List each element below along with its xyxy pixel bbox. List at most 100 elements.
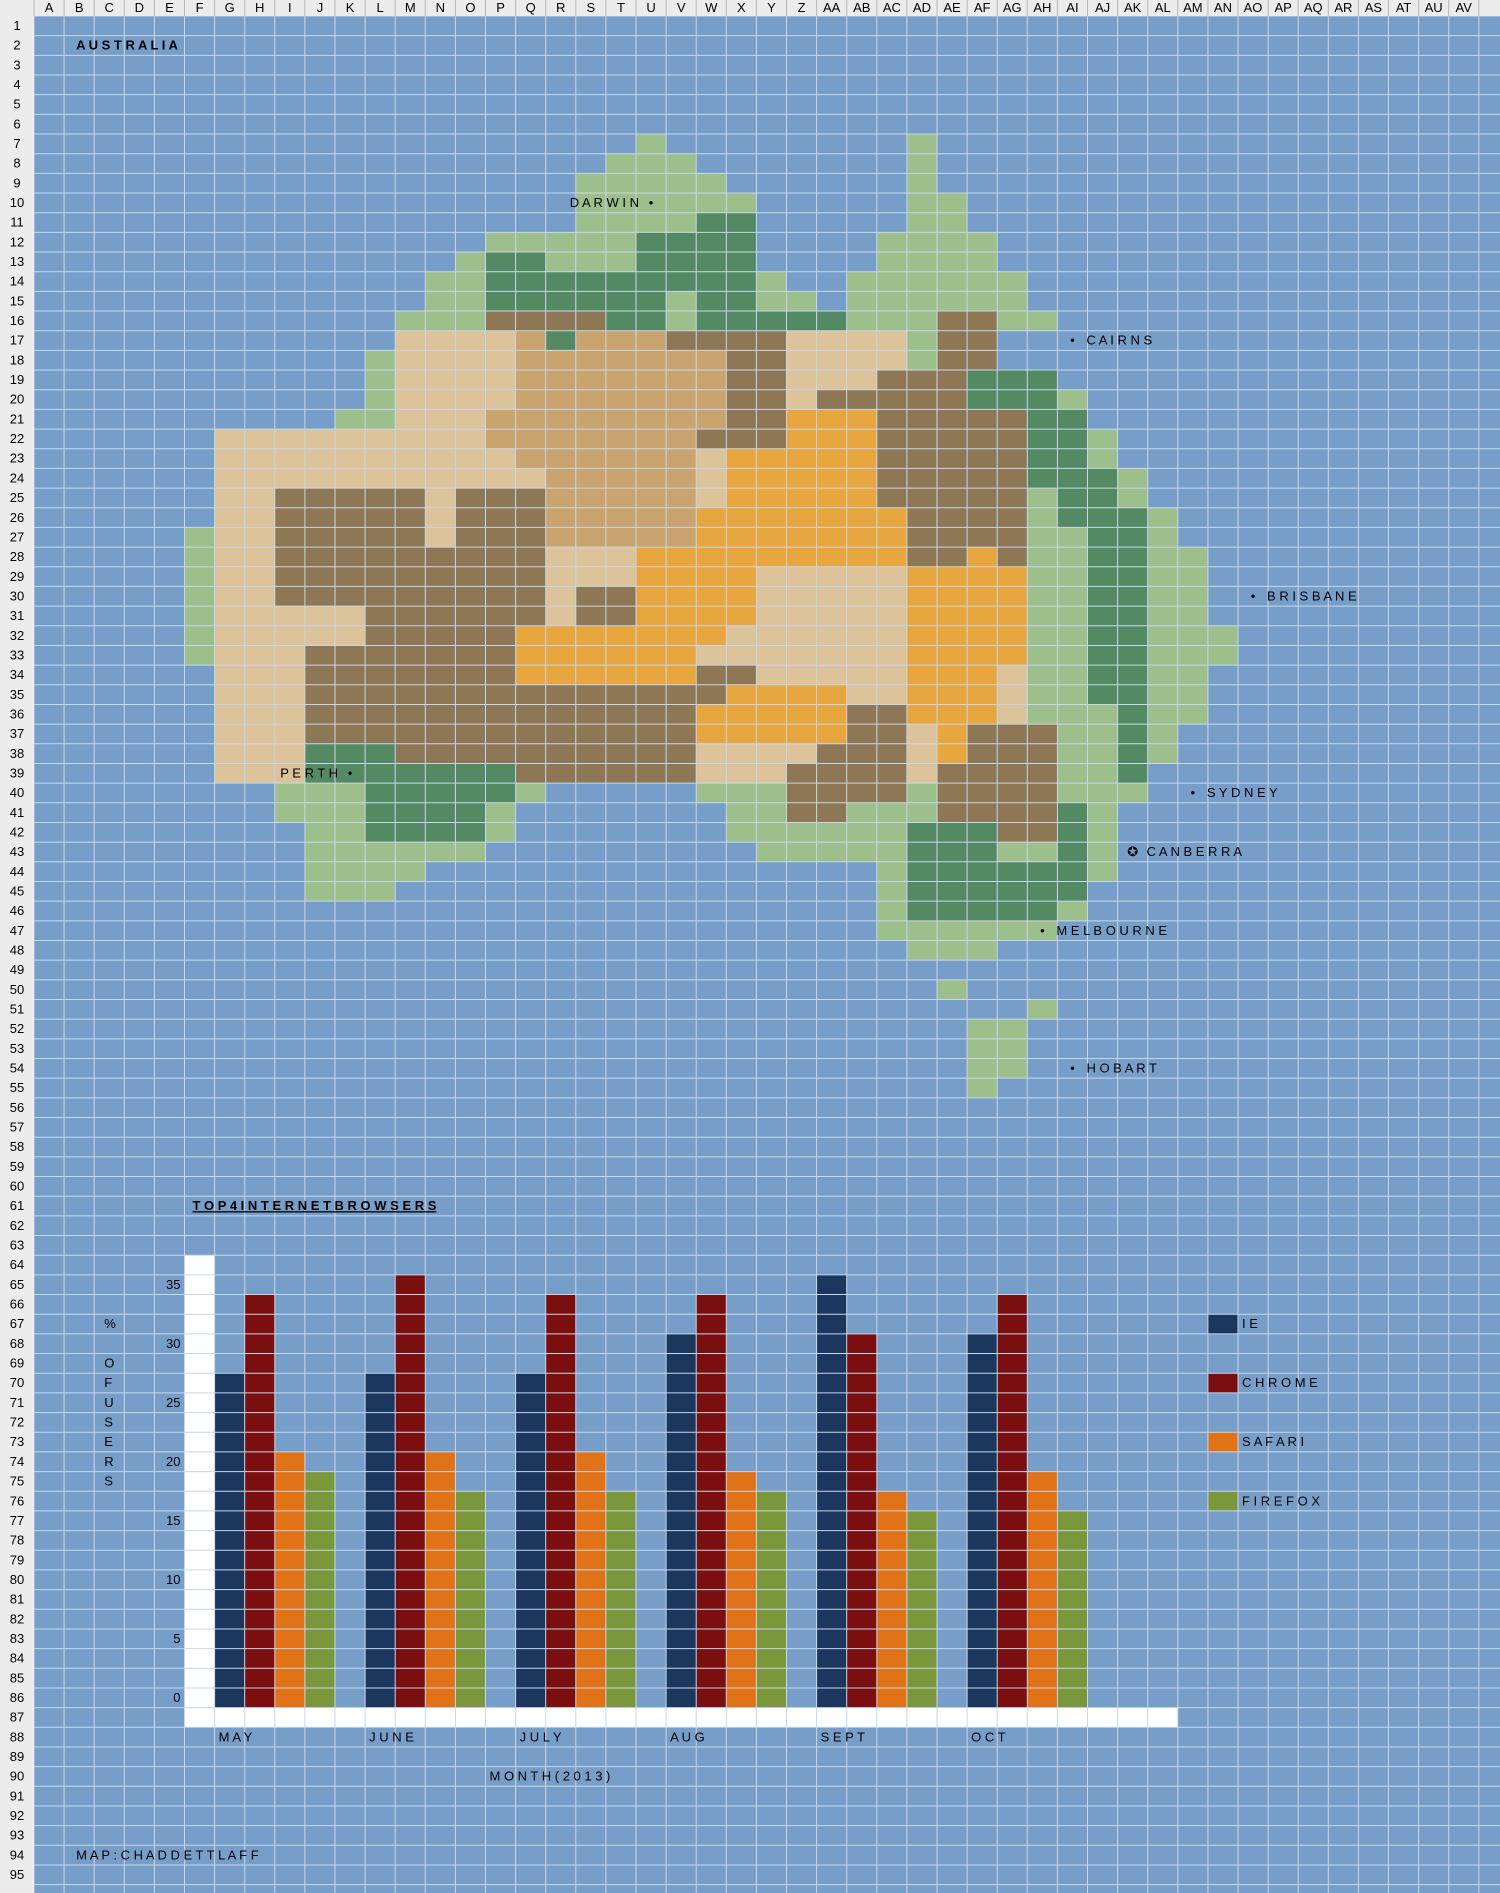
row-header[interactable]: 30 — [10, 588, 24, 603]
row-header[interactable]: 80 — [10, 1572, 24, 1587]
row-header[interactable]: 63 — [10, 1238, 24, 1253]
column-header[interactable]: U — [646, 0, 655, 15]
row-header[interactable]: 24 — [10, 470, 24, 485]
column-header[interactable]: AM — [1183, 0, 1203, 15]
row-header[interactable]: 11 — [10, 215, 24, 230]
row-header[interactable]: 9 — [13, 175, 20, 190]
row-header[interactable]: 4 — [13, 77, 20, 92]
row-header[interactable]: 18 — [10, 352, 24, 367]
column-header[interactable]: AV — [1456, 0, 1473, 15]
row-header[interactable]: 19 — [10, 372, 24, 387]
column-header[interactable]: AF — [974, 0, 991, 15]
row-header[interactable]: 91 — [10, 1788, 24, 1803]
column-header[interactable]: AS — [1365, 0, 1383, 15]
column-header[interactable]: K — [346, 0, 355, 15]
column-header[interactable]: X — [737, 0, 746, 15]
column-header[interactable]: E — [165, 0, 174, 15]
row-header[interactable]: 35 — [10, 687, 24, 702]
column-header[interactable]: P — [496, 0, 505, 15]
row-header[interactable]: 67 — [10, 1316, 24, 1331]
row-header[interactable]: 14 — [10, 274, 24, 289]
column-header[interactable]: R — [556, 0, 565, 15]
row-header[interactable]: 26 — [10, 510, 24, 525]
row-header[interactable]: 16 — [10, 313, 24, 328]
row-header[interactable]: 7 — [13, 136, 20, 151]
row-header[interactable]: 15 — [10, 293, 24, 308]
row-header[interactable]: 92 — [10, 1808, 24, 1823]
column-header[interactable]: AT — [1396, 0, 1412, 15]
column-header[interactable]: Y — [767, 0, 776, 15]
row-header[interactable]: 58 — [10, 1139, 24, 1154]
row-header[interactable]: 64 — [10, 1257, 24, 1272]
row-header[interactable]: 86 — [10, 1690, 24, 1705]
column-header[interactable]: M — [405, 0, 416, 15]
row-header[interactable]: 33 — [10, 647, 24, 662]
row-header[interactable]: 45 — [10, 883, 24, 898]
row-header[interactable]: 49 — [10, 962, 24, 977]
row-header[interactable]: 90 — [10, 1769, 24, 1784]
row-header[interactable]: 39 — [10, 765, 24, 780]
column-header[interactable]: Z — [798, 0, 806, 15]
row-header[interactable]: 70 — [10, 1375, 24, 1390]
row-header[interactable]: 5 — [13, 97, 20, 112]
row-header[interactable]: 93 — [10, 1828, 24, 1843]
column-header[interactable]: AP — [1274, 0, 1291, 15]
row-header[interactable]: 17 — [10, 333, 24, 348]
column-header[interactable]: Q — [526, 0, 536, 15]
column-header[interactable]: N — [436, 0, 445, 15]
row-header[interactable]: 8 — [13, 156, 20, 171]
row-header[interactable]: 85 — [10, 1670, 24, 1685]
row-header[interactable]: 72 — [10, 1415, 24, 1430]
column-header[interactable]: AE — [943, 0, 961, 15]
column-header[interactable]: AL — [1155, 0, 1171, 15]
column-header[interactable]: D — [135, 0, 144, 15]
column-header[interactable]: L — [377, 0, 384, 15]
row-header[interactable]: 47 — [10, 923, 24, 938]
row-header[interactable]: 38 — [10, 746, 24, 761]
column-header[interactable]: V — [677, 0, 686, 15]
column-header[interactable]: AD — [913, 0, 931, 15]
row-header[interactable]: 88 — [10, 1729, 24, 1744]
row-header[interactable]: 13 — [10, 254, 24, 269]
row-header[interactable]: 66 — [10, 1297, 24, 1312]
row-header[interactable]: 61 — [10, 1198, 24, 1213]
row-header[interactable]: 40 — [10, 785, 24, 800]
row-header[interactable]: 56 — [10, 1100, 24, 1115]
column-header[interactable]: G — [225, 0, 235, 15]
row-header[interactable]: 79 — [10, 1552, 24, 1567]
row-header[interactable]: 12 — [10, 234, 24, 249]
row-header[interactable]: 29 — [10, 569, 24, 584]
column-header[interactable]: T — [617, 0, 625, 15]
row-header[interactable]: 27 — [10, 529, 24, 544]
row-header[interactable]: 89 — [10, 1749, 24, 1764]
row-header[interactable]: 77 — [10, 1513, 24, 1528]
column-header[interactable]: AB — [853, 0, 870, 15]
column-header[interactable]: O — [465, 0, 475, 15]
row-header[interactable]: 42 — [10, 824, 24, 839]
row-header[interactable]: 74 — [10, 1454, 24, 1469]
column-header[interactable]: B — [75, 0, 84, 15]
row-header[interactable]: 28 — [10, 549, 24, 564]
row-header[interactable]: 69 — [10, 1356, 24, 1371]
row-header[interactable]: 37 — [10, 726, 24, 741]
row-header[interactable]: 84 — [10, 1651, 24, 1666]
column-header[interactable]: AA — [823, 0, 841, 15]
column-header[interactable]: AG — [1003, 0, 1022, 15]
row-header[interactable]: 34 — [10, 667, 24, 682]
row-header[interactable]: 22 — [10, 431, 24, 446]
row-header[interactable]: 76 — [10, 1493, 24, 1508]
row-header[interactable]: 1 — [13, 18, 20, 33]
row-header[interactable]: 51 — [10, 1002, 24, 1017]
row-header[interactable]: 57 — [10, 1120, 24, 1135]
column-header[interactable]: AJ — [1095, 0, 1110, 15]
row-header[interactable]: 83 — [10, 1631, 24, 1646]
row-header[interactable]: 94 — [10, 1847, 24, 1862]
column-header[interactable]: C — [105, 0, 114, 15]
row-header[interactable]: 59 — [10, 1159, 24, 1174]
row-header[interactable]: 25 — [10, 490, 24, 505]
column-header[interactable]: AK — [1124, 0, 1142, 15]
column-header[interactable]: AO — [1244, 0, 1263, 15]
row-header[interactable]: 3 — [13, 57, 20, 72]
column-header[interactable]: AN — [1214, 0, 1232, 15]
row-header[interactable]: 20 — [10, 392, 24, 407]
